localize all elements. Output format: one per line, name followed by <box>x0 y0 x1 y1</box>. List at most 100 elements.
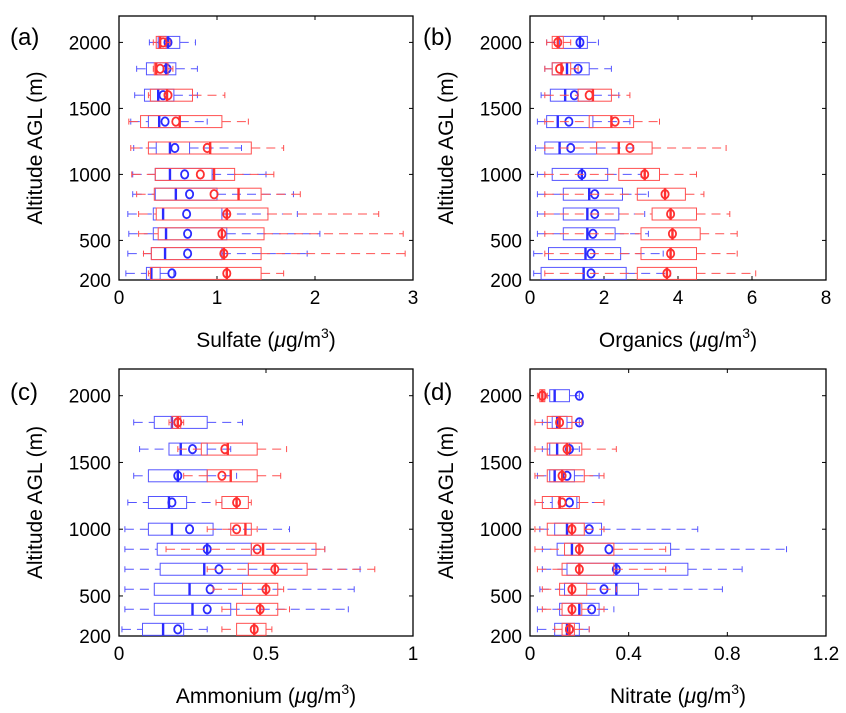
mean-marker <box>214 564 224 575</box>
x-axis-label-suffix: ) <box>739 685 746 708</box>
blue-box-1600 <box>541 442 580 456</box>
iqr-box <box>221 496 249 509</box>
mean-marker <box>158 37 168 48</box>
mean-marker <box>555 63 565 74</box>
y-axis-label: Altitude AGL (m) <box>24 426 47 579</box>
iqr-box <box>561 622 575 636</box>
x-tick-label: 2 <box>310 288 321 309</box>
red-box-1800 <box>168 415 185 429</box>
iqr-box <box>236 622 267 636</box>
mean-marker <box>173 624 183 635</box>
blue-box-1400 <box>130 115 208 129</box>
iqr-box <box>546 469 585 483</box>
mean-marker <box>173 470 183 481</box>
y-tick-label: 1500 <box>69 453 111 474</box>
mean-marker <box>183 228 193 239</box>
x-tick-label: 0.8 <box>714 644 740 665</box>
mean-marker <box>249 624 259 635</box>
mean-marker <box>261 584 271 595</box>
red-box-850 <box>534 542 667 556</box>
y-tick-label: 500 <box>490 231 522 252</box>
mean-marker <box>170 142 180 154</box>
y-tick-label: 200 <box>79 627 111 648</box>
mean-marker <box>182 208 192 220</box>
iqr-box <box>149 266 262 280</box>
red-box-1400 <box>183 469 282 483</box>
iqr-box <box>651 207 697 221</box>
red-box-2000 <box>152 35 171 49</box>
x-axis-label-mu: μ <box>695 329 708 352</box>
x-axis-label-suffix: ) <box>329 329 336 352</box>
y-tick-label: 2000 <box>480 33 522 54</box>
iqr-box <box>154 167 236 181</box>
mean-marker <box>562 470 572 481</box>
mean-marker <box>537 390 547 401</box>
panel-label: (a) <box>10 24 39 51</box>
iqr-box <box>636 187 686 201</box>
x-axis-label-prefix: Nitrate ( <box>610 685 685 708</box>
x-axis-label-prefix: Ammonium ( <box>176 685 295 708</box>
mean-marker <box>167 497 177 508</box>
iqr-box <box>155 207 269 221</box>
iqr-box <box>241 582 279 596</box>
iqr-box <box>140 115 223 129</box>
mean-marker <box>232 497 242 508</box>
x-tick-label: 3 <box>408 288 419 309</box>
iqr-box <box>559 35 588 49</box>
iqr-box <box>147 522 214 536</box>
x-tick-label: 8 <box>821 288 832 309</box>
mean-marker <box>666 248 676 259</box>
mean-marker <box>167 268 177 279</box>
red-box-550 <box>138 227 404 241</box>
iqr-box <box>247 562 308 576</box>
x-tick-label: 0 <box>114 644 125 665</box>
red-box-1800 <box>534 415 583 429</box>
red-box-1200 <box>215 496 252 509</box>
red-box-400 <box>143 247 406 261</box>
x-axis-label: Organics (μg/m3) <box>599 325 757 352</box>
iqr-box <box>564 542 615 556</box>
blue-box-550 <box>124 582 355 596</box>
iqr-box <box>150 247 262 261</box>
y-tick-label: 1000 <box>480 165 522 186</box>
mean-marker <box>553 37 563 48</box>
red-box-550 <box>544 227 738 241</box>
x-tick-label: 4 <box>673 288 684 309</box>
x-tick-label: 2 <box>599 288 610 309</box>
x-axis-label-unit: g/m <box>696 685 731 708</box>
blue-box-550 <box>539 582 723 596</box>
iqr-box <box>153 187 262 201</box>
x-axis-label-suffix: ) <box>750 329 757 352</box>
mean-marker <box>567 584 577 595</box>
y-tick-label: 500 <box>79 587 111 608</box>
red-box-1200 <box>130 141 285 155</box>
y-tick-label: 1500 <box>480 453 522 474</box>
mean-marker <box>667 228 677 239</box>
panel-b: 0 2 4 6 8 200 500 1000 1500 2000 Altitude AGL (m) O… <box>423 15 832 352</box>
iqr-box <box>554 522 603 536</box>
red-box-700 <box>138 207 380 221</box>
mean-marker <box>222 268 232 279</box>
mean-marker <box>660 189 670 200</box>
red-box-700 <box>536 562 667 576</box>
mean-marker <box>662 268 672 279</box>
panel-label: (d) <box>423 379 452 406</box>
mean-marker <box>574 390 584 401</box>
y-tick-label: 200 <box>490 627 522 648</box>
panel-c: 0 0.5 1 200 500 1000 1500 2000 Altitude AGL (m) A… <box>10 368 419 708</box>
mean-marker <box>557 497 567 508</box>
iqr-box <box>596 141 653 155</box>
red-box-1600 <box>544 88 631 102</box>
axis-frame <box>118 368 414 637</box>
red-box-400 <box>544 247 738 261</box>
x-axis-label-prefix: Sulfate ( <box>196 329 274 352</box>
x-axis-label-sup: 3 <box>742 325 750 341</box>
red-box-1800 <box>544 62 579 76</box>
x-axis-label: Nitrate (μg/m3) <box>610 681 746 708</box>
x-tick-label: 0 <box>525 644 536 665</box>
x-axis-label-suffix: ) <box>349 685 356 708</box>
iqr-box <box>147 496 188 509</box>
mean-marker <box>604 544 614 555</box>
x-tick-label: 1 <box>408 644 419 665</box>
